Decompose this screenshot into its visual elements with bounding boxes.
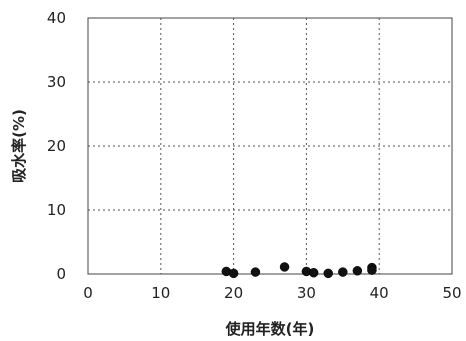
plot-area-frame — [87, 17, 453, 275]
y-tick-label: 40 — [47, 9, 66, 27]
x-tick-label: 20 — [224, 284, 243, 302]
data-point — [352, 266, 363, 276]
x-tick-label: 10 — [151, 284, 170, 302]
data-point — [279, 262, 290, 272]
y-tick-label: 30 — [47, 73, 66, 91]
x-tick-label: 50 — [442, 284, 461, 302]
data-points — [221, 262, 377, 279]
x-axis-label: 使用年数(年) — [225, 320, 315, 338]
x-tick-label: 40 — [370, 284, 389, 302]
grid-lines — [88, 18, 452, 274]
data-point — [338, 267, 348, 277]
data-point — [308, 267, 319, 278]
y-tick-label: 10 — [47, 201, 66, 219]
y-tick-label: 0 — [56, 265, 66, 283]
y-axis-label: 吸水率(%) — [10, 109, 28, 183]
data-point — [323, 268, 333, 279]
data-point — [228, 268, 239, 279]
x-tick-label: 30 — [297, 284, 316, 302]
axis-ticks: 0 10 20 30 40 50 0 10 20 30 40 — [47, 9, 462, 302]
x-tick-label: 0 — [83, 284, 93, 302]
y-tick-label: 20 — [47, 137, 66, 155]
data-point — [250, 267, 261, 277]
data-point — [367, 265, 377, 275]
